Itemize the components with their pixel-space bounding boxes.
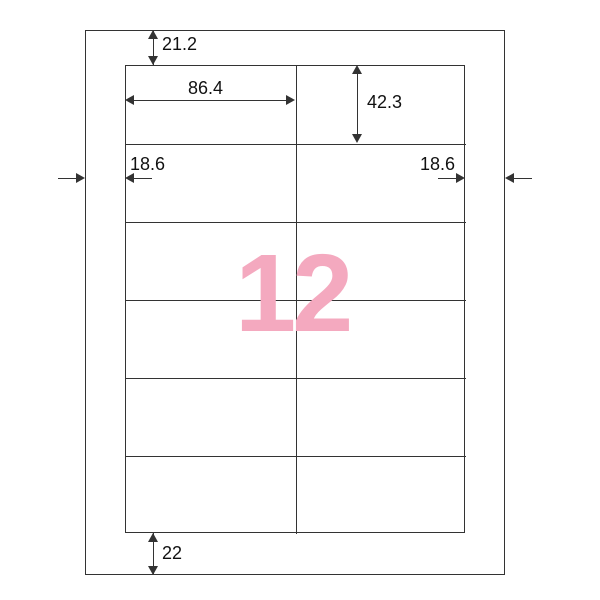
arrowhead-icon: [148, 30, 158, 39]
dim-left-inner-shaft: [132, 178, 152, 179]
arrowhead-icon: [456, 173, 465, 183]
grid-hline: [126, 222, 466, 223]
dim-label-width: 86.4: [188, 78, 223, 99]
dim-right-outer-shaft: [512, 178, 532, 179]
label-template-diagram: 12 21.2 86.4 42.3 18.6 18.6 22: [0, 0, 600, 600]
label-count: 12: [235, 230, 349, 357]
dim-left-margin: 18.6: [130, 154, 165, 175]
dim-right-margin: 18.6: [420, 154, 455, 175]
dim-right-inner-shaft: [438, 178, 458, 179]
grid-hline: [126, 456, 466, 457]
grid-hline: [126, 378, 466, 379]
dim-width-shaft: [134, 100, 286, 101]
arrowhead-icon: [76, 173, 85, 183]
arrowhead-icon: [148, 533, 158, 542]
dim-bottom-margin: 22: [162, 543, 182, 564]
dim-height-shaft: [357, 74, 358, 134]
arrowhead-icon: [505, 173, 514, 183]
arrowhead-icon: [352, 134, 362, 143]
dim-left-outer-shaft: [58, 178, 78, 179]
dim-label-height: 42.3: [367, 92, 402, 113]
grid-hline: [126, 144, 466, 145]
arrowhead-icon: [148, 56, 158, 65]
dim-top-margin: 21.2: [162, 34, 197, 55]
arrowhead-icon: [286, 95, 295, 105]
arrowhead-icon: [352, 65, 362, 74]
arrowhead-icon: [148, 566, 158, 575]
arrowhead-icon: [125, 95, 134, 105]
